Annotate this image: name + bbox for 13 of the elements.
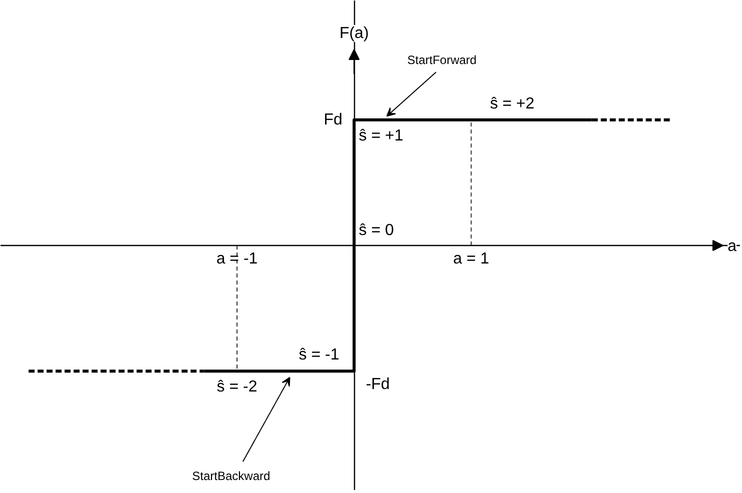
annotation: ŝ = 0 <box>358 222 394 240</box>
x-axis-title: a <box>728 238 737 255</box>
text: ŝ = -2 <box>216 378 258 396</box>
text: StartBackward <box>192 469 270 484</box>
annotation: ŝ = +1 <box>358 127 404 144</box>
text: F(a) <box>339 24 369 42</box>
x-tick-label: a = 1 <box>453 250 490 268</box>
annotation: ŝ = -1 <box>298 346 340 364</box>
text: StartForward <box>407 53 477 68</box>
text: ŝ = +2 <box>490 95 535 112</box>
annotation: Fd <box>324 111 342 128</box>
text: -Fd <box>366 376 390 394</box>
x-tick-label: a = -1 <box>216 250 258 268</box>
